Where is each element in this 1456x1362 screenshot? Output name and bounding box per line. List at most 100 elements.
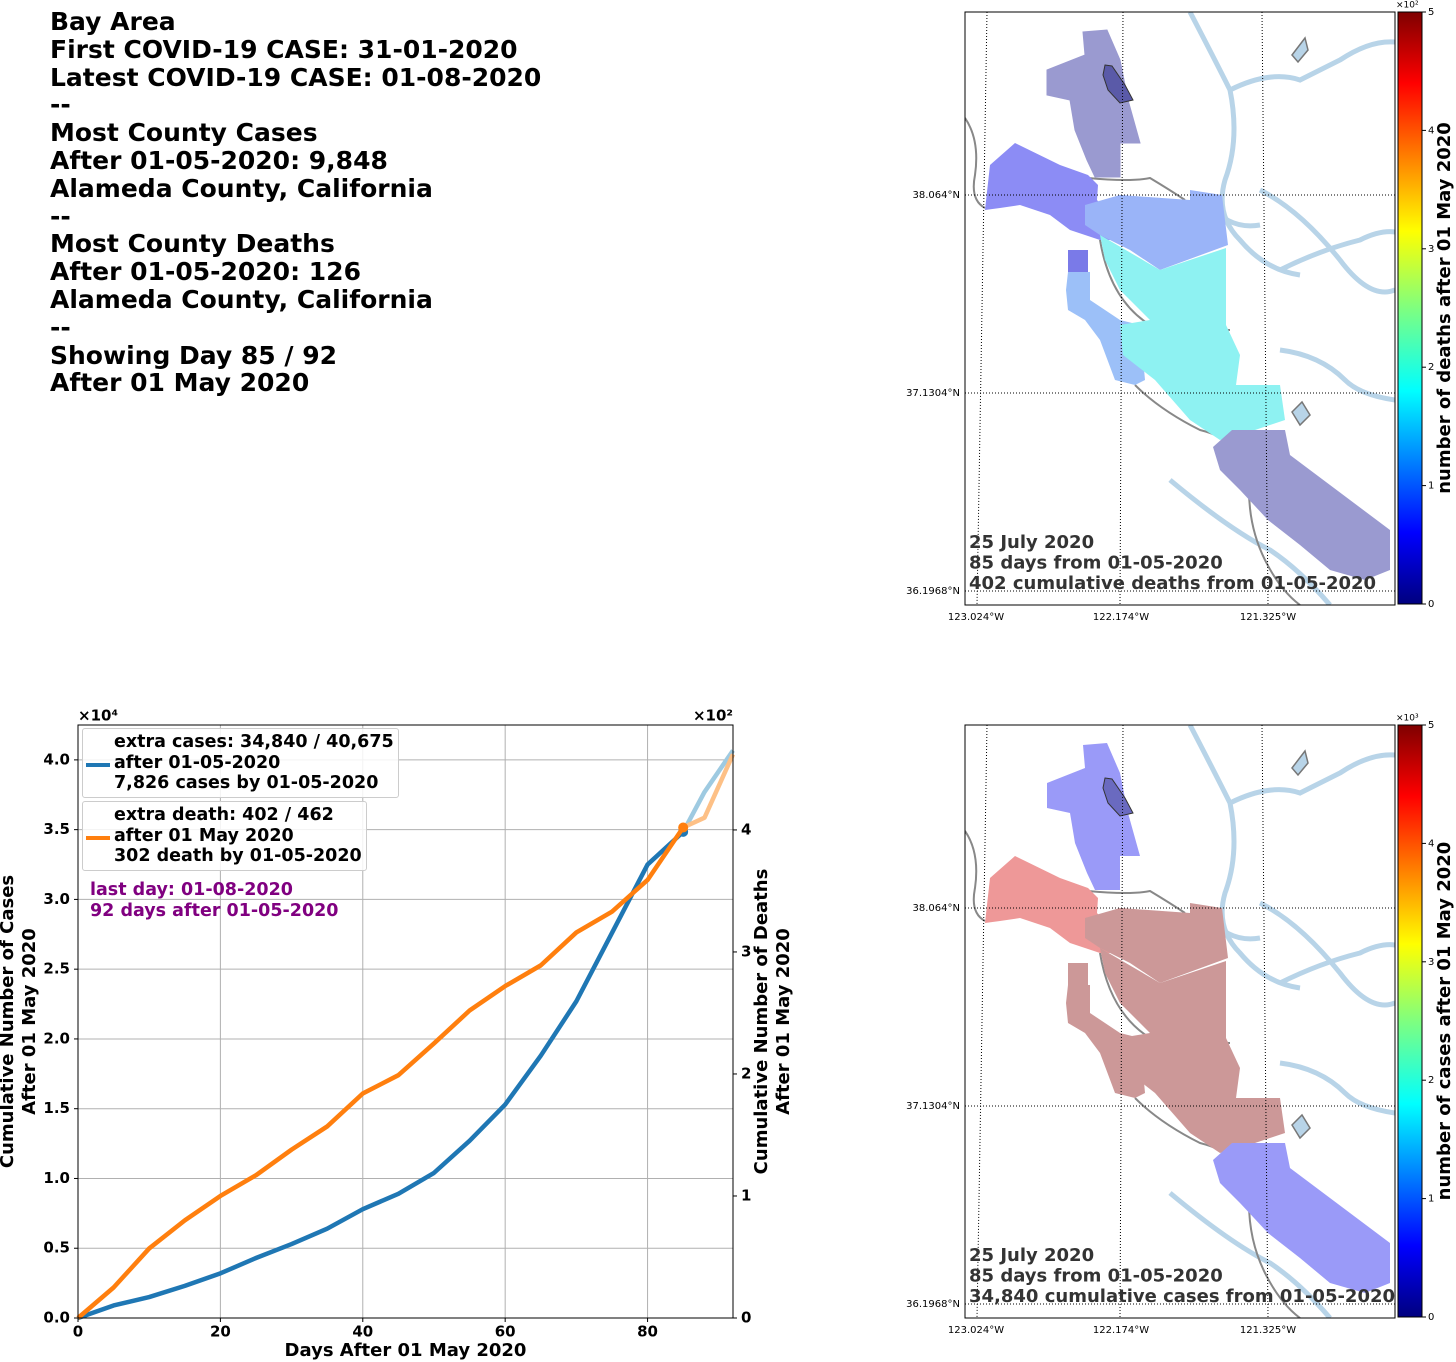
county: [1046, 29, 1141, 178]
info-line: --: [50, 90, 71, 120]
info-line: Alameda County, California: [50, 173, 433, 203]
colorbar: [1397, 724, 1423, 1318]
lon-label: 121.325°W: [1240, 612, 1296, 623]
y-tick-label: 4.0: [43, 750, 70, 768]
lat-label: 36.1968°N: [906, 586, 960, 597]
colorbar-offset: ×10³: [1396, 714, 1419, 724]
y-tick-label: 2.5: [43, 960, 70, 978]
x-tick-label: 80: [637, 1323, 658, 1341]
county: [1213, 1143, 1390, 1293]
map-annotation: 34,840 cumulative cases from 01-05-2020: [969, 1286, 1395, 1307]
colorbar-offset: ×10²: [1396, 1, 1419, 11]
x-axis-label: Days After 01 May 2020: [285, 1340, 527, 1361]
y-tick-label: 3.0: [43, 890, 70, 908]
info-line: --: [50, 201, 71, 231]
lon-label: 122.174°W: [1093, 1325, 1149, 1336]
info-line: After 01-05-2020: 9,848: [50, 145, 388, 175]
colorbar-tick-label: 0: [1428, 599, 1434, 610]
series-line: [682, 753, 736, 830]
info-line: --: [50, 312, 71, 342]
colorbar: [1397, 11, 1423, 605]
y-tick-label: 1.5: [43, 1099, 70, 1117]
y2-tick-label: 0: [741, 1309, 751, 1327]
y-tick-label: 2.0: [43, 1029, 70, 1047]
colorbar-tick-label: 3: [1428, 244, 1434, 255]
lat-label: 36.1968°N: [906, 1299, 960, 1310]
lon-label: 121.325°W: [1240, 1325, 1296, 1336]
info-line: Showing Day 85 / 92: [50, 340, 338, 370]
y-offset-label: ×10⁴: [78, 707, 118, 725]
lat-label: 37.1304°N: [906, 1101, 960, 1112]
map-annotation: 25 July 2020: [969, 1245, 1094, 1266]
colorbar-tick-label: 0: [1428, 1312, 1434, 1323]
lakes: [1291, 37, 1311, 426]
series-line: [681, 749, 735, 833]
map-annotation: 402 cumulative deaths from 01-05-2020: [969, 573, 1376, 594]
map-frame: [964, 11, 1396, 606]
colorbar-tick-label: 2: [1428, 362, 1434, 373]
lakes: [1291, 750, 1311, 1139]
y2-tick-label: 4: [741, 820, 751, 838]
lat-label: 38.064°N: [913, 903, 960, 914]
map-shapes-top: [965, 12, 1395, 605]
colorbar-tick-label: 1: [1428, 481, 1434, 492]
legend-entry: extra death: 402 / 462 after 01 May 2020…: [82, 801, 367, 871]
map-shapes-bottom: [965, 725, 1395, 1318]
county: [1068, 250, 1088, 272]
colorbar-tick-label: 5: [1428, 720, 1434, 731]
plot-frame: [77, 724, 734, 1319]
info-line: Most County Cases: [50, 118, 318, 148]
y2-tick-label: 1: [741, 1186, 751, 1204]
annotation: last day: 01-08-2020: [90, 880, 293, 900]
info-line: First COVID-19 CASE: 31-01-2020: [50, 34, 518, 64]
y-tick-label: 1.0: [43, 1169, 70, 1187]
lat-label: 38.064°N: [913, 190, 960, 201]
lon-label: 123.024°W: [948, 612, 1004, 623]
legend-swatch: [86, 836, 110, 840]
colorbar-tick-label: 1: [1428, 1194, 1434, 1205]
y2-axis-label: After 01 May 2020: [773, 928, 794, 1115]
map-frame: [964, 724, 1396, 1319]
county: [1100, 948, 1285, 1153]
legend-swatch: [86, 763, 110, 767]
y-axis-label: After 01 May 2020: [19, 928, 40, 1115]
lon-label: 122.174°W: [1093, 612, 1149, 623]
colorbar-tick-label: 4: [1428, 125, 1434, 136]
lat-label: 37.1304°N: [906, 388, 960, 399]
county: [1047, 743, 1140, 890]
x-tick-label: 20: [210, 1323, 231, 1341]
series-line: [76, 826, 686, 1320]
colorbar-label: number of deaths after 01 May 2020: [1434, 122, 1455, 494]
colorbar-tick-label: 2: [1428, 1075, 1434, 1086]
info-line: Latest COVID-19 CASE: 01-08-2020: [50, 62, 542, 92]
y2-tick-label: 2: [741, 1064, 751, 1082]
lon-grid-line: [976, 11, 988, 606]
colorbar-tick-label: 3: [1428, 957, 1434, 968]
y-axis-label: Cumulative Number of Cases: [0, 875, 18, 1168]
colorbar-label: number of cases after 01 May 2020: [1434, 842, 1455, 1201]
current-marker: [678, 822, 689, 833]
x-tick-label: 0: [73, 1323, 83, 1341]
colorbar-tick-label: 5: [1428, 7, 1434, 18]
colorbar-tick-label: 4: [1428, 838, 1434, 849]
county: [1100, 235, 1285, 440]
info-line: Bay Area: [50, 7, 176, 36]
y-tick-label: 0.0: [43, 1309, 70, 1327]
info-line: Most County Deaths: [50, 229, 335, 259]
map-annotation: 85 days from 01-05-2020: [969, 553, 1223, 574]
info-line: After 01 May 2020: [50, 368, 310, 398]
info-line: After 01-05-2020: 126: [50, 257, 361, 287]
y-tick-label: 0.5: [43, 1239, 70, 1257]
info-text: Bay Area First COVID-19 CASE: 31-01-2020 L…: [50, 8, 541, 397]
lon-grid-line: [976, 724, 988, 1319]
y2-tick-label: 3: [741, 942, 751, 960]
x-tick-label: 40: [352, 1323, 373, 1341]
y-tick-label: 3.5: [43, 820, 70, 838]
legend-entry: extra cases: 34,840 / 40,675 after 01-05…: [82, 728, 399, 798]
county: [1213, 430, 1390, 580]
annotation: 92 days after 01-05-2020: [90, 901, 339, 921]
x-tick-label: 60: [495, 1323, 516, 1341]
county: [1068, 963, 1088, 985]
